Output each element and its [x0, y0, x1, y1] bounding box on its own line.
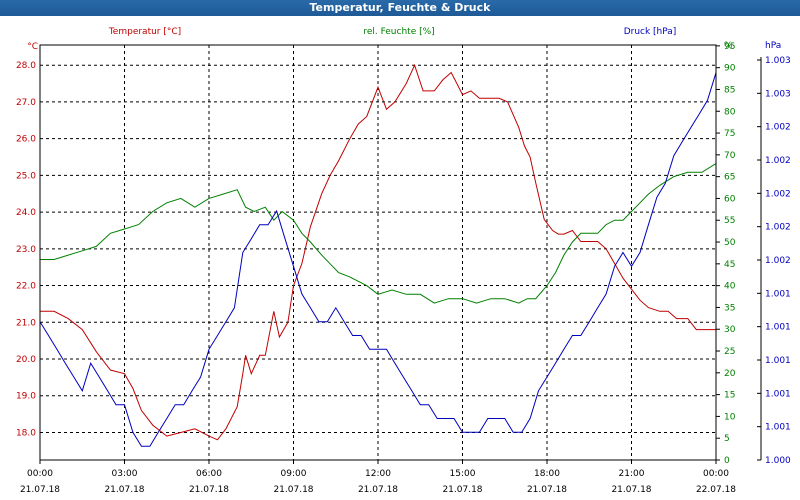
humidity-tick-label: 5 [724, 434, 730, 444]
x-tick-date: 21.07.18 [104, 485, 144, 495]
temperature-tick-label: 22.0 [16, 282, 36, 292]
humidity-tick-label: 40 [724, 282, 736, 292]
temperature-tick-label: 25.0 [16, 171, 36, 181]
humidity-tick-label: 0 [724, 456, 730, 466]
pressure-tick-label: 1.003 [765, 89, 791, 99]
humidity-tick-label: 60 [724, 194, 736, 204]
pressure-tick-label: 1.002 [765, 223, 791, 233]
pressure-unit: hPa [765, 41, 781, 51]
pressure-tick-label: 1.001 [765, 323, 791, 333]
x-tick-date: 21.07.18 [442, 485, 482, 495]
temperature-series-line [40, 63, 716, 441]
pressure-tick-label: 1.002 [765, 123, 791, 133]
humidity-unit: % [724, 41, 733, 51]
humidity-tick-label: 90 [724, 64, 736, 74]
humidity-tick-label: 75 [724, 129, 735, 139]
chart: 00:00 21.07.18 03:00 21.07.18 06:00 21.07.18 0… [0, 16, 800, 500]
chart-title: Temperatur, Feuchte & Druck [0, 0, 800, 16]
pressure-axis-label: Druck [hPa] [624, 27, 677, 37]
temperature-tick-label: 18.0 [16, 428, 36, 438]
chart-background [0, 16, 800, 500]
humidity-tick-label: 35 [724, 303, 735, 313]
humidity-tick-label: 25 [724, 347, 735, 357]
humidity-tick-label: 15 [724, 391, 735, 401]
pressure-tick-label: 1.000 [765, 456, 791, 466]
humidity-tick-label: 10 [724, 412, 736, 422]
humidity-tick-label: 85 [724, 85, 735, 95]
plot-frame [39, 44, 717, 461]
pressure-tick-label: 1.002 [765, 189, 791, 199]
x-tick-date: 21.07.18 [527, 485, 567, 495]
humidity-tick-label: 70 [724, 151, 736, 161]
pressure-tick-label: 1.001 [765, 356, 791, 366]
temperature-tick-label: 21.0 [16, 318, 36, 328]
temperature-tick-label: 28.0 [16, 61, 36, 71]
x-tick-time: 21:00 [619, 469, 645, 479]
x-tick-time: 00:00 [703, 469, 729, 479]
humidity-tick-label: 50 [724, 238, 736, 248]
humidity-tick-label: 45 [724, 260, 735, 270]
frame [39, 44, 762, 464]
temperature-tick-label: 26.0 [16, 135, 36, 145]
x-tick-time: 03:00 [112, 469, 138, 479]
pressure-tick-label: 1.002 [765, 156, 791, 166]
temperature-tick-label: 27.0 [16, 98, 36, 108]
x-tick-date: 21.07.18 [358, 485, 398, 495]
grid [40, 45, 716, 460]
temperature-tick-label: 20.0 [16, 355, 36, 365]
x-tick-date: 21.07.18 [189, 485, 229, 495]
humidity-tick-label: 95 [724, 42, 735, 52]
pressure-tick-label: 1.003 [765, 56, 791, 66]
pressure-series-line [39, 72, 717, 447]
x-tick-time: 06:00 [196, 469, 222, 479]
x-tick-time: 09:00 [281, 469, 307, 479]
series-group [39, 63, 717, 447]
humidity-tick-label: 30 [724, 325, 736, 335]
temperature-unit: °C [27, 42, 38, 52]
x-tick-time: 18:00 [534, 469, 560, 479]
pressure-tick-label: 1.001 [765, 389, 791, 399]
x-tick-date: 21.07.18 [273, 485, 313, 495]
x-tick-time: 15:00 [450, 469, 476, 479]
pressure-tick-label: 1.002 [765, 256, 791, 266]
humidity-axis-label: rel. Feuchte [%] [363, 27, 434, 37]
axis-labels: 00:00 21.07.18 03:00 21.07.18 06:00 21.07.18 0… [16, 27, 791, 495]
humidity-tick-label: 65 [724, 173, 735, 183]
temperature-tick-label: 24.0 [16, 208, 36, 218]
x-tick-date: 21.07.18 [611, 485, 651, 495]
humidity-series-line [40, 163, 717, 304]
x-tick-time: 00:00 [27, 469, 53, 479]
pressure-tick-label: 1.001 [765, 423, 791, 433]
x-tick-time: 12:00 [365, 469, 391, 479]
humidity-tick-label: 55 [724, 216, 735, 226]
temperature-tick-label: 19.0 [16, 392, 36, 402]
humidity-tick-label: 80 [724, 107, 736, 117]
humidity-tick-label: 20 [724, 369, 736, 379]
x-tick-date: 21.07.18 [20, 485, 60, 495]
pressure-tick-label: 1.001 [765, 289, 791, 299]
x-tick-date: 22.07.18 [696, 485, 736, 495]
temperature-axis-label: Temperatur [°C] [108, 27, 181, 37]
temperature-tick-label: 23.0 [16, 245, 36, 255]
